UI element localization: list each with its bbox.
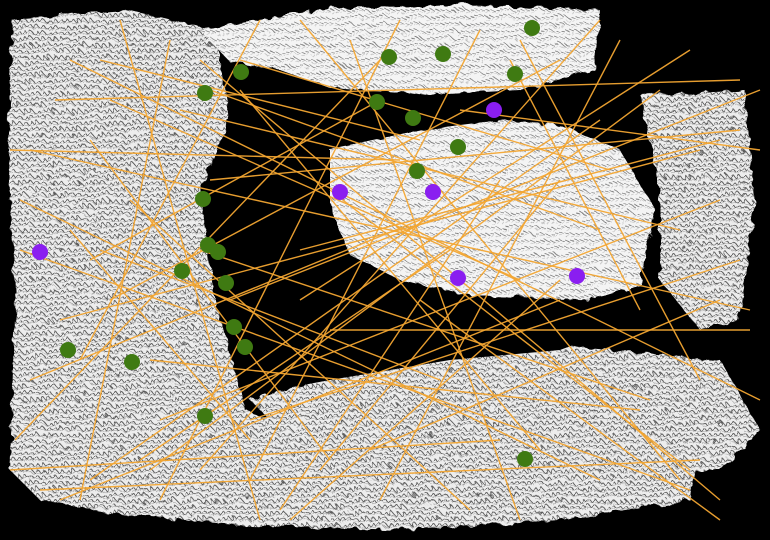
match-line [29,149,751,311]
match-line [119,19,261,521]
match-line [349,39,521,521]
match-line [39,459,701,491]
match-line [249,259,741,421]
match-line [289,279,561,521]
match-line [69,59,761,401]
match-line [279,179,501,511]
match-line [19,249,691,491]
inlier-point [369,94,385,110]
match-line [79,39,171,501]
inlier-point [60,342,76,358]
upper-void [235,70,560,150]
match-line [459,109,761,151]
match-line [209,129,741,181]
outlier-point [569,268,585,284]
match-line [89,139,331,461]
match-line [159,199,721,421]
inlier-point [210,244,226,260]
match-line [319,179,561,471]
match-line [369,299,721,451]
match-line [179,109,681,231]
match-line [99,59,421,141]
match-line [69,229,251,441]
inlier-point [405,110,421,126]
inlier-point [233,64,249,80]
inlier-point [237,339,253,355]
match-line [99,249,441,381]
match-line [199,249,651,401]
outlier-point [332,184,348,200]
inlier-point [517,451,533,467]
inlier-point [524,20,540,36]
match-line [59,299,561,501]
match-line [9,149,401,161]
inlier-point [450,139,466,155]
cave-void [225,140,640,395]
inlier-point [124,354,140,370]
outlier-point [486,102,502,118]
match-line [89,119,601,481]
match-line [109,59,561,301]
right-edge-surface [640,90,755,330]
match-line [239,59,611,171]
keypoints [32,20,585,467]
inlier-point [381,49,397,65]
match-line [209,89,601,231]
match-line [229,89,761,301]
match-line [139,249,451,461]
match-line [14,59,381,441]
inlier-point [197,85,213,101]
match-line [79,19,261,361]
match-line [509,59,641,311]
inlier-point [435,46,451,62]
outlier-point [425,184,441,200]
match-line [109,99,521,281]
inlier-point [195,191,211,207]
outlier-point [32,244,48,260]
match-line [29,219,421,381]
inlier-point [218,275,234,291]
match-line [89,99,381,261]
match-line [19,199,601,481]
top-ceiling-surface [200,5,600,95]
match-line [379,39,621,501]
outlier-point [450,270,466,286]
inlier-point [507,66,523,82]
inlier-point [226,319,242,335]
match-line [299,49,691,301]
surface-layer [8,5,760,530]
inlier-point [197,408,213,424]
inlier-point [409,163,425,179]
match-line [299,139,721,251]
left-wall-surface [8,10,700,530]
match-line [54,79,741,101]
match-line [519,39,701,381]
match-line [9,439,501,471]
inlier-point [174,263,190,279]
match-line [129,199,471,511]
